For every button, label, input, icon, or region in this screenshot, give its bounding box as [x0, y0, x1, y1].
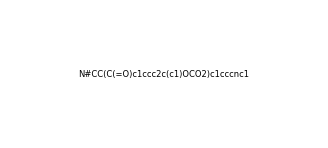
Text: N#CC(C(=O)c1ccc2c(c1)OCO2)c1cccnc1: N#CC(C(=O)c1ccc2c(c1)OCO2)c1cccnc1: [78, 70, 250, 78]
